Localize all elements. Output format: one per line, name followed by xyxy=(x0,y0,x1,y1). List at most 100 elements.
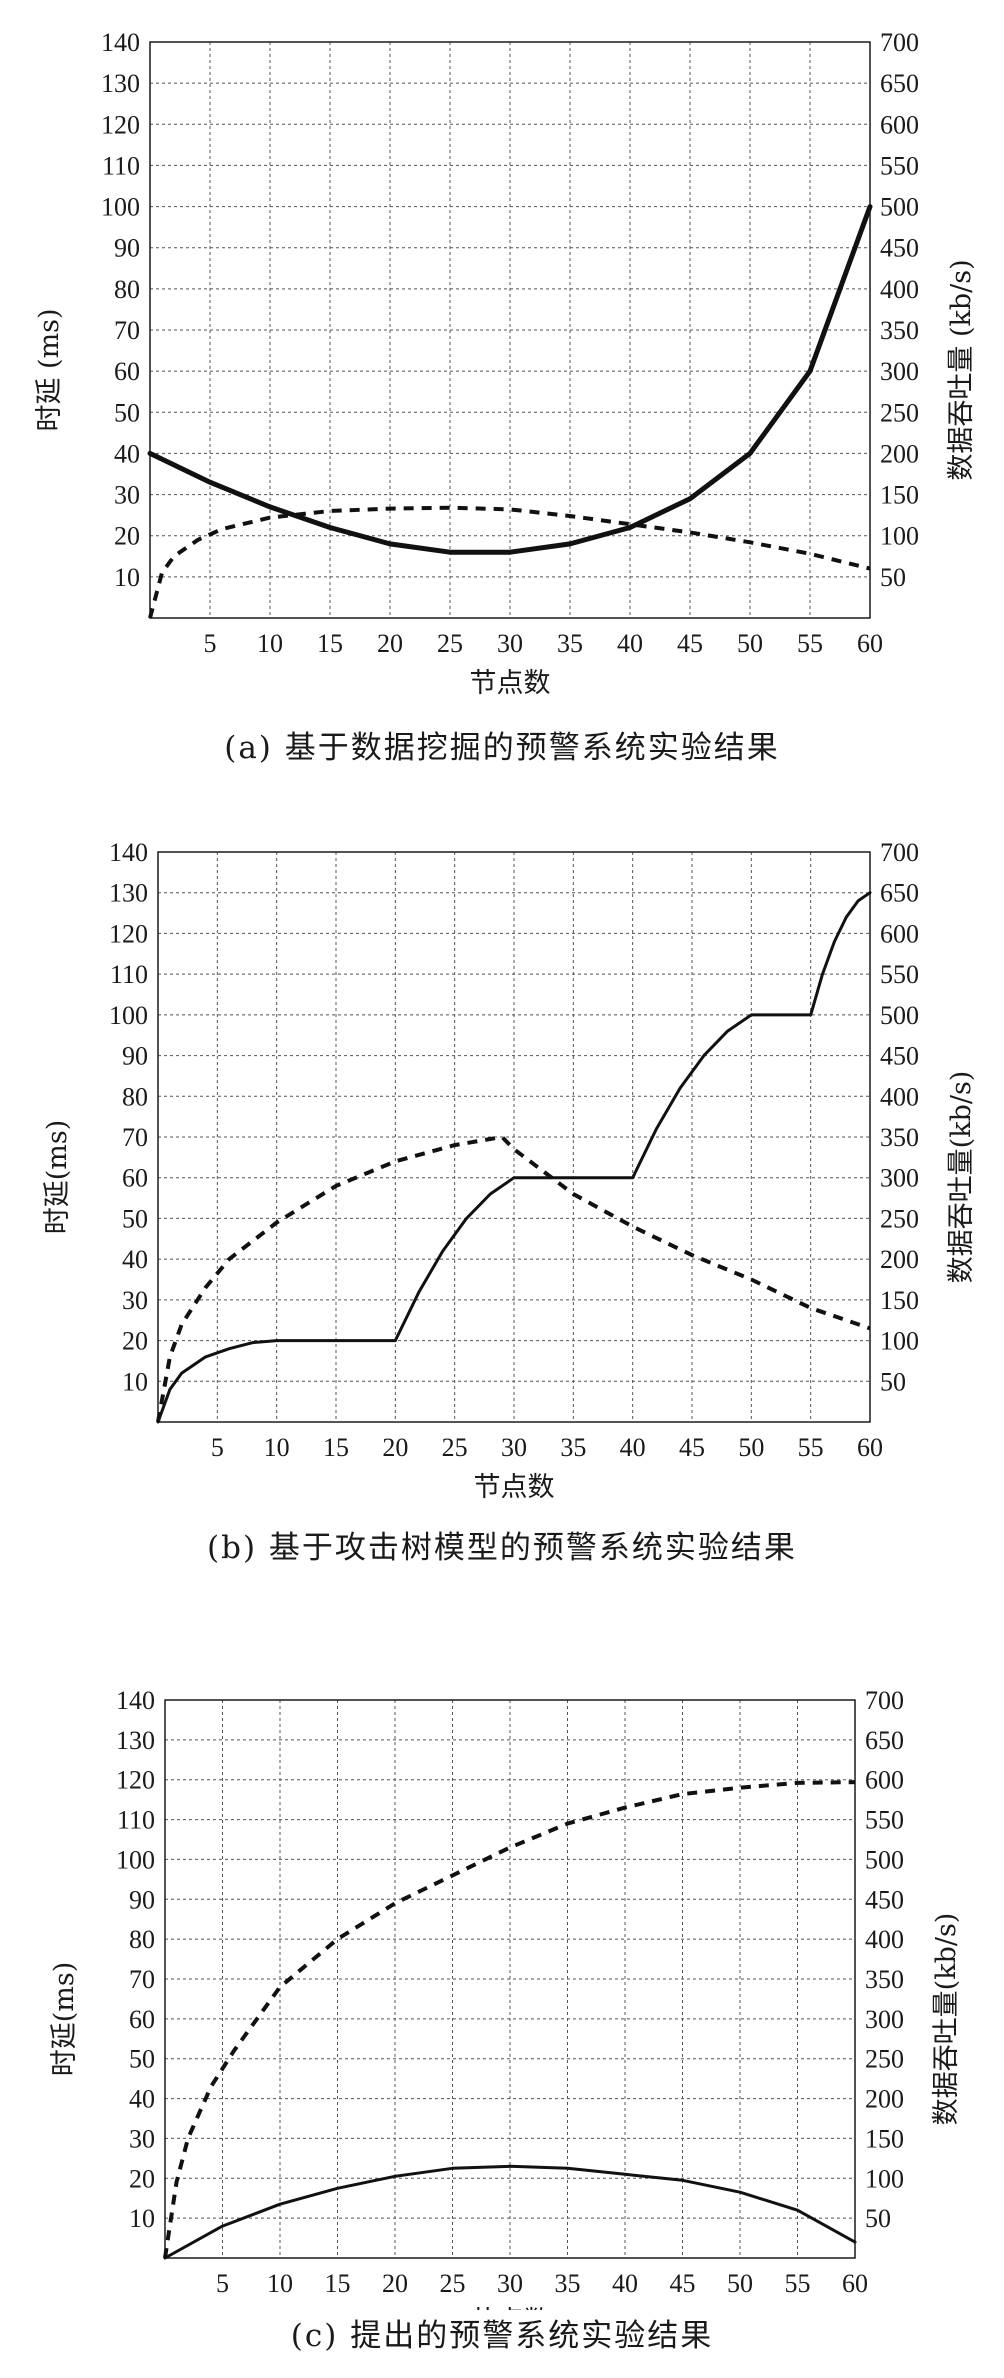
y-right-tick-label: 550 xyxy=(880,151,919,180)
latency-series-line xyxy=(147,204,873,555)
y-left-tick-label: 140 xyxy=(101,28,140,57)
x-tick-label: 20 xyxy=(377,629,403,658)
x-tick-label: 5 xyxy=(216,2269,229,2298)
x-tick-label: 55 xyxy=(798,1433,824,1462)
x-tick-label: 15 xyxy=(323,1433,349,1462)
y-left-tick-label: 120 xyxy=(101,110,140,139)
y-left-tick-label: 60 xyxy=(114,357,140,386)
x-tick-label: 55 xyxy=(797,629,823,658)
x-tick-label: 15 xyxy=(325,2269,351,2298)
y-right-tick-label: 100 xyxy=(880,1327,919,1356)
y-left-tick-label: 70 xyxy=(129,1965,155,1994)
y-left-tick-label: 30 xyxy=(122,1286,148,1315)
y-right-axis-label: 数据吞吐量 (kb/s) xyxy=(946,259,977,480)
x-tick-label: 10 xyxy=(267,2269,293,2298)
y-right-tick-label: 150 xyxy=(880,1286,919,1315)
y-left-axis-label: 时延 (ms) xyxy=(34,308,65,431)
x-tick-label: 40 xyxy=(612,2269,638,2298)
y-right-tick-label: 500 xyxy=(865,1845,904,1874)
y-left-tick-label: 20 xyxy=(114,522,140,551)
y-right-tick-label: 100 xyxy=(880,522,919,551)
y-left-axis-label: 时延(ms) xyxy=(42,1120,73,1235)
x-tick-label: 40 xyxy=(617,629,643,658)
throughput-series-line xyxy=(163,1780,856,2259)
y-right-tick-label: 350 xyxy=(880,316,919,345)
y-right-axis-label: 数据吞吐量(kb/s) xyxy=(946,1071,977,1284)
y-left-tick-label: 120 xyxy=(109,919,148,948)
y-right-axis-label: 数据吞吐量(kb/s) xyxy=(931,1913,962,2126)
y-left-tick-label: 90 xyxy=(114,234,140,263)
y-left-tick-label: 100 xyxy=(101,193,140,222)
y-right-tick-label: 300 xyxy=(880,357,919,386)
y-right-tick-label: 300 xyxy=(865,2005,904,2034)
y-left-tick-label: 130 xyxy=(101,69,140,98)
x-axis-label: 节点数 xyxy=(470,2306,551,2310)
y-right-tick-label: 250 xyxy=(880,398,919,427)
y-right-tick-label: 50 xyxy=(880,563,906,592)
y-left-tick-label: 40 xyxy=(114,439,140,468)
y-left-tick-label: 50 xyxy=(122,1204,148,1233)
x-tick-label: 60 xyxy=(842,2269,868,2298)
y-left-tick-label: 10 xyxy=(129,2204,155,2233)
y-right-tick-label: 450 xyxy=(880,234,919,263)
y-right-tick-label: 650 xyxy=(865,1726,904,1755)
y-left-tick-label: 80 xyxy=(114,275,140,304)
y-left-tick-label: 130 xyxy=(116,1726,155,1755)
y-right-tick-label: 250 xyxy=(880,1204,919,1233)
y-right-tick-label: 50 xyxy=(865,2204,891,2233)
y-right-tick-label: 350 xyxy=(880,1123,919,1152)
y-right-tick-label: 400 xyxy=(880,275,919,304)
x-tick-label: 60 xyxy=(857,629,883,658)
y-left-tick-label: 10 xyxy=(114,563,140,592)
y-left-tick-label: 30 xyxy=(129,2124,155,2153)
y-left-tick-label: 90 xyxy=(129,1885,155,1914)
y-left-tick-label: 110 xyxy=(117,1806,155,1835)
y-left-tick-label: 30 xyxy=(114,481,140,510)
y-left-tick-label: 100 xyxy=(116,1845,155,1874)
y-right-tick-label: 700 xyxy=(880,28,919,57)
y-left-tick-label: 60 xyxy=(129,2005,155,2034)
x-tick-label: 20 xyxy=(382,1433,408,1462)
y-right-tick-label: 200 xyxy=(880,1245,919,1274)
y-right-tick-label: 300 xyxy=(880,1164,919,1193)
x-tick-label: 35 xyxy=(555,2269,581,2298)
throughput-series-line xyxy=(156,1135,871,1423)
y-right-tick-label: 550 xyxy=(865,1806,904,1835)
chart-panel-a: 5 10 15 20 25 30 35 40 45 50 55 60 10 20 30 40 50 60 70 80 9… xyxy=(0,0,1004,720)
y-right-tick-label: 550 xyxy=(880,960,919,989)
y-right-tick-label: 150 xyxy=(880,481,919,510)
x-tick-label: 10 xyxy=(264,1433,290,1462)
y-right-tick-label: 650 xyxy=(880,69,919,98)
x-tick-label: 50 xyxy=(738,1433,764,1462)
y-left-tick-label: 130 xyxy=(109,879,148,908)
x-tick-label: 25 xyxy=(437,629,463,658)
x-tick-label: 5 xyxy=(211,1433,224,1462)
y-right-tick-label: 450 xyxy=(880,1042,919,1071)
plot-frame xyxy=(149,41,871,619)
y-left-tick-label: 70 xyxy=(122,1123,148,1152)
caption-a: (a) 基于数据挖掘的预警系统实验结果 xyxy=(224,730,780,766)
y-left-tick-label: 80 xyxy=(129,1925,155,1954)
y-right-tick-label: 650 xyxy=(880,879,919,908)
y-right-tick-label: 400 xyxy=(865,1925,904,1954)
throughput-series-line xyxy=(148,505,871,619)
y-left-tick-label: 20 xyxy=(122,1327,148,1356)
chart-b: 5 10 15 20 25 30 35 40 45 50 55 60 10 20 30 40 50 60 70 80 9… xyxy=(42,838,977,1503)
y-left-tick-label: 120 xyxy=(116,1766,155,1795)
y-right-tick-label: 250 xyxy=(865,2045,904,2074)
x-tick-label: 15 xyxy=(317,629,343,658)
caption-b: (b) 基于攻击树模型的预警系统实验结果 xyxy=(207,1530,797,1566)
x-tick-label: 50 xyxy=(727,2269,753,2298)
y-left-tick-label: 50 xyxy=(129,2045,155,2074)
chart-a: 5 10 15 20 25 30 35 40 45 50 55 60 10 20 30 40 50 60 70 80 9… xyxy=(34,28,977,699)
y-left-tick-label: 140 xyxy=(116,1686,155,1715)
x-tick-label: 50 xyxy=(737,629,763,658)
y-left-tick-label: 80 xyxy=(122,1082,148,1111)
y-left-tick-label: 100 xyxy=(109,1001,148,1030)
y-right-tick-label: 500 xyxy=(880,1001,919,1030)
chart-panel-c: 5 10 15 20 25 30 35 40 45 50 55 60 10 20 30 40 50 60 70 80 9… xyxy=(0,1630,1004,2310)
x-tick-label: 30 xyxy=(497,2269,523,2298)
x-tick-label: 40 xyxy=(620,1433,646,1462)
x-tick-label: 20 xyxy=(382,2269,408,2298)
y-right-tick-label: 700 xyxy=(865,1686,904,1715)
